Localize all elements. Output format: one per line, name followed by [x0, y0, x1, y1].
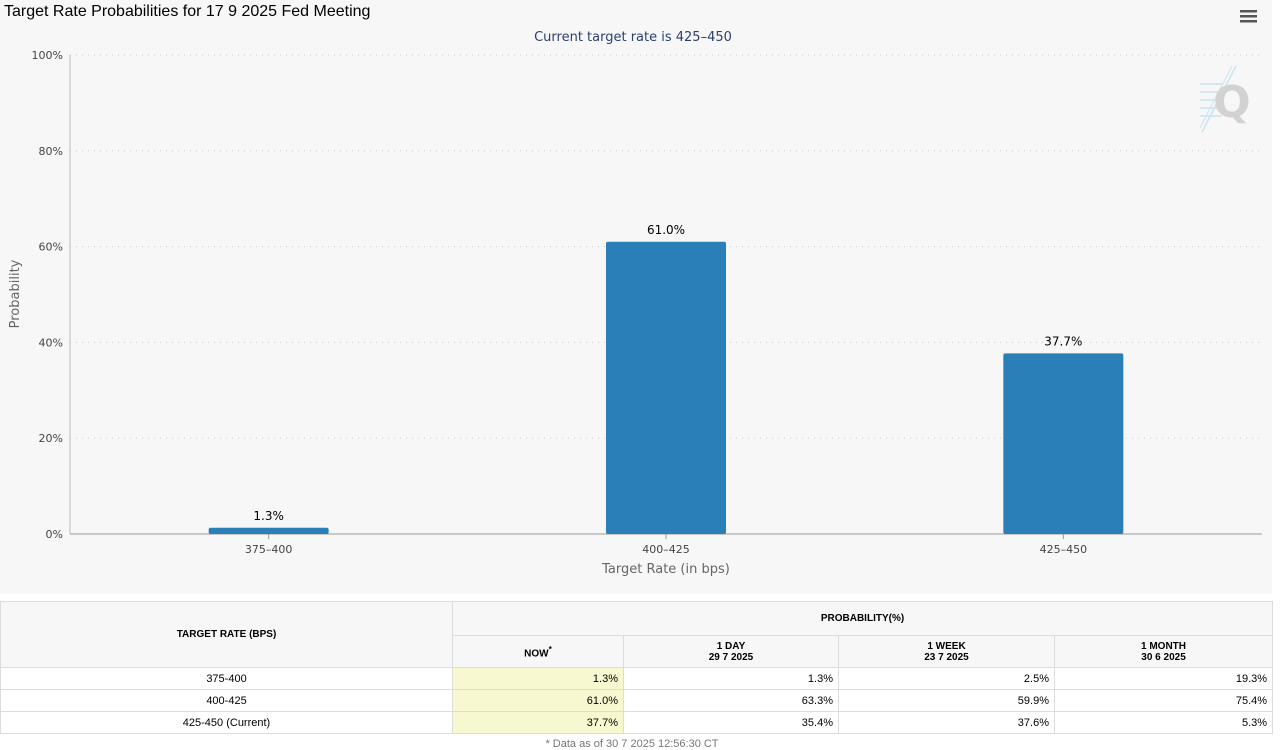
column-label: NOW	[524, 648, 549, 660]
column-label: 1 DAY	[716, 640, 746, 652]
chart-area: 0% 20% 40% 60% 80% 100% 1.3% 375–400 61.0% 400–42…	[4, 3, 1262, 577]
one-month-cell: 5.3%	[1053, 711, 1274, 734]
y-tick-label: 20%	[39, 432, 63, 445]
hamburger-menu-button[interactable]	[1238, 6, 1260, 26]
one-month-cell: 75.4%	[1053, 689, 1274, 712]
one-month-cell: 19.3%	[1053, 667, 1274, 690]
one-week-cell: 59.9%	[838, 689, 1055, 712]
now-cell: 61.0%	[452, 689, 624, 712]
column-date: 29 7 2025	[708, 651, 754, 663]
rate-cell: 375-400	[0, 667, 453, 690]
probability-table: TARGET RATE (BPS) PROBABILITY(%) NOW* 1 …	[0, 601, 1274, 734]
column-label: 1 WEEK	[927, 640, 966, 652]
table-row: 425-450 (Current) 37.7% 35.4% 37.6% 5.3%	[0, 711, 1274, 734]
bar-0	[208, 527, 329, 534]
bar-1	[606, 241, 726, 534]
svg-text:Q: Q	[1213, 77, 1250, 128]
data-timestamp-footnote: * Data as of 30 7 2025 12:56:30 CT	[545, 738, 719, 750]
column-date: 23 7 2025	[924, 651, 969, 663]
y-tick-label: 60%	[39, 241, 63, 254]
hamburger-icon	[1240, 10, 1257, 23]
page-title: Target Rate Probabilities for 17 9 2025 …	[4, 3, 371, 20]
one-day-cell: 35.4%	[623, 711, 839, 734]
rate-cell: 425-450 (Current)	[0, 711, 453, 734]
now-cell: 1.3%	[452, 667, 624, 690]
rate-cell: 400-425	[0, 689, 453, 712]
x-tick-label: 375–400	[245, 543, 293, 556]
bars	[208, 241, 1124, 539]
data-label: 1.3%	[253, 509, 284, 523]
column-label: 1 MONTH	[1141, 640, 1187, 652]
data-label: 37.7%	[1044, 334, 1082, 348]
column-header-1-month: 1 MONTH 30 6 2025	[1053, 635, 1274, 668]
y-tick-label: 100%	[32, 49, 63, 62]
y-tick-label: 40%	[39, 336, 63, 349]
labels: 0% 20% 40% 60% 80% 100% 1.3% 375–400 61.0% 400–42…	[32, 49, 1088, 556]
chart-subtitle: Current target rate is 425–450	[534, 30, 732, 45]
now-cell: 37.7%	[452, 711, 624, 734]
bar-chart: 0% 20% 40% 60% 80% 100% 1.3% 375–400 61.0% 400–42…	[8, 30, 1262, 577]
table-row: 400-425 61.0% 63.3% 59.9% 75.4%	[0, 689, 1274, 712]
x-tick-label: 400–425	[642, 543, 690, 556]
probability-header: PROBABILITY(%)	[451, 601, 1274, 636]
x-axis-title: Target Rate (in bps)	[601, 562, 730, 577]
watermark-logo-icon: Q	[1199, 65, 1251, 133]
footnote-marker: *	[548, 643, 552, 654]
one-week-cell: 37.6%	[838, 711, 1055, 734]
data-label: 61.0%	[647, 223, 685, 237]
column-header-1-day: 1 DAY 29 7 2025	[623, 635, 839, 668]
x-tick-label: 425–450	[1040, 543, 1088, 556]
y-axis-title: Probability	[8, 259, 23, 328]
target-rate-header: TARGET RATE (BPS)	[0, 601, 453, 668]
table-row: 375-400 1.3% 1.3% 2.5% 19.3%	[0, 667, 1274, 690]
one-week-cell: 2.5%	[838, 667, 1055, 690]
grid-lines	[70, 54, 1262, 439]
y-tick-label: 80%	[39, 145, 63, 158]
column-header-1-week: 1 WEEK 23 7 2025	[838, 635, 1055, 668]
y-tick-label: 0%	[46, 528, 63, 541]
column-header-now: NOW*	[452, 635, 624, 668]
one-day-cell: 1.3%	[623, 667, 839, 690]
bar-2	[1003, 353, 1124, 534]
one-day-cell: 63.3%	[623, 689, 839, 712]
column-date: 30 6 2025	[1141, 651, 1186, 663]
